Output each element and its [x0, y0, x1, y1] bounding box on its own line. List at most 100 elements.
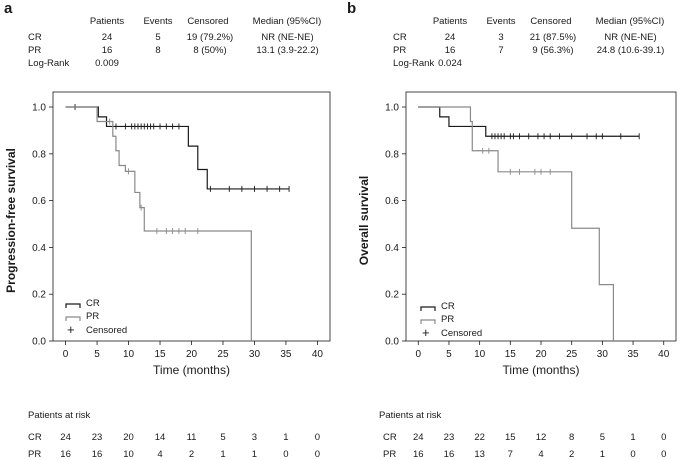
- x-tick-label: 30: [249, 349, 261, 360]
- risk-cr-group: CR: [383, 432, 397, 443]
- header-patients: Patients: [432, 16, 468, 27]
- y-axis-label: Progression-free survival: [4, 148, 18, 293]
- header-patients: Patients: [89, 16, 125, 27]
- risk-value: 8: [569, 432, 575, 443]
- risk-pr-group: PR: [383, 449, 397, 460]
- row-cr-group: CR: [393, 32, 407, 43]
- km-chart: 0 5 10 15 20 25 30 35 40 0.0 0.2 0.4 0.6 0.8 1.0 Time (…: [4, 91, 331, 377]
- x-tick-label: 25: [217, 349, 229, 360]
- risk-value: 23: [443, 432, 455, 443]
- km-chart: 0 5 10 15 20 25 30 35 40 0.0 0.2 0.4 0.6 0.8 1.0 Time (…: [357, 91, 677, 377]
- risk-value: 5: [220, 432, 226, 443]
- header-censored: Censored: [530, 16, 572, 27]
- legend-label-pr: PR: [441, 314, 455, 325]
- risk-value: 13: [474, 449, 485, 460]
- risk-value: 0: [283, 449, 289, 460]
- risk-value: 4: [157, 449, 163, 460]
- header-median: Median (95%CI): [595, 16, 665, 27]
- panel-label: b: [347, 0, 357, 17]
- x-tick-label: 35: [280, 349, 292, 360]
- stats-table: Patients Events Censored Median (95%CI) …: [0, 0, 342, 75]
- y-tick-label: 0.2: [32, 290, 46, 301]
- logrank-label: Log-Rank: [28, 58, 70, 69]
- logrank-label: Log-Rank: [393, 58, 435, 69]
- risk-value: 12: [535, 432, 547, 443]
- risk-pr-group: PR: [28, 449, 42, 460]
- risk-value: 2: [188, 449, 195, 460]
- censored-symbol: +: [67, 322, 75, 337]
- series-line-cr: [418, 106, 640, 137]
- header-median: Median (95%CI): [252, 16, 322, 27]
- y-tick-label: 1.0: [32, 103, 46, 114]
- row-pr-group: PR: [393, 45, 407, 56]
- legend-label-cr: CR: [86, 298, 100, 309]
- y-axis-label: Overall survival: [357, 176, 371, 265]
- x-tick-label: 15: [505, 349, 517, 360]
- row-cr-group: CR: [28, 32, 42, 43]
- risk-value: 1: [220, 449, 226, 460]
- risk-value: 14: [154, 432, 166, 443]
- row-pr-events: 8: [155, 45, 161, 56]
- x-tick-label: 40: [312, 349, 324, 360]
- row-pr-patients: 16: [101, 45, 113, 56]
- legend-swatch-cr: [65, 303, 81, 308]
- row-pr-events: 7: [498, 45, 504, 56]
- series-line-pr: [418, 106, 615, 341]
- series-line-cr: [65, 106, 290, 190]
- censored-symbol: +: [422, 325, 430, 340]
- risk-value: 0: [630, 449, 636, 460]
- risk-value: 1: [630, 432, 636, 443]
- y-tick-label: 0.8: [385, 149, 399, 160]
- x-tick-label: 5: [94, 349, 100, 360]
- risk-value: 16: [443, 449, 455, 460]
- x-tick-label: 5: [446, 349, 452, 360]
- y-tick-label: 0.6: [385, 196, 399, 207]
- row-cr-patients: 24: [101, 32, 113, 43]
- risk-value: 0: [661, 449, 667, 460]
- legend-swatch-cr: [420, 306, 436, 311]
- y-tick-label: 0.2: [385, 290, 399, 301]
- y-tick-label: 0.4: [385, 243, 399, 254]
- y-tick-label: 0.8: [32, 149, 46, 160]
- risk-value: 24: [60, 432, 71, 443]
- y-tick-label: 0.0: [32, 337, 46, 348]
- risk-value: 23: [91, 432, 103, 443]
- risk-value: 1: [283, 432, 289, 443]
- risk-value: 1: [251, 449, 258, 460]
- header-censored: Censored: [187, 16, 229, 27]
- row-pr-patients: 16: [444, 45, 456, 56]
- x-tick-label: 10: [474, 349, 486, 360]
- risk-title: Patients at risk: [28, 410, 91, 421]
- legend-swatch-pr: [65, 316, 81, 321]
- row-pr-group: PR: [28, 45, 42, 56]
- row-pr-censored: 9 (56.3%): [532, 45, 574, 56]
- risk-value: 11: [186, 432, 197, 443]
- x-tick-label: 15: [154, 349, 166, 360]
- row-cr-censored: 21 (87.5%): [529, 32, 577, 43]
- row-cr-events: 3: [498, 32, 504, 43]
- x-tick-label: 0: [415, 349, 421, 360]
- risk-value: 7: [507, 449, 513, 460]
- risk-title: Patients at risk: [379, 410, 442, 421]
- y-tick-label: 0.0: [385, 337, 399, 348]
- x-tick-label: 0: [63, 349, 69, 360]
- x-tick-label: 30: [597, 349, 609, 360]
- x-tick-label: 40: [658, 349, 670, 360]
- legend-label-censored: Censored: [86, 325, 128, 336]
- x-tick-label: 10: [123, 349, 135, 360]
- row-pr-censored: 8 (50%): [193, 45, 227, 56]
- legend-label-pr: PR: [86, 311, 100, 322]
- row-cr-median: NR (NE-NE): [604, 32, 657, 43]
- risk-value: 22: [474, 432, 485, 443]
- row-cr-events: 5: [155, 32, 161, 43]
- stats-table: Patients Events Censored Median (95%CI) …: [343, 0, 685, 75]
- y-tick-label: 0.4: [32, 243, 46, 254]
- row-cr-censored: 19 (79.2%): [186, 32, 234, 43]
- y-tick-label: 1.0: [385, 103, 399, 114]
- risk-value: 5: [599, 432, 605, 443]
- risk-value: 2: [569, 449, 575, 460]
- risk-value: 0: [314, 449, 321, 460]
- risk-value: 16: [412, 449, 424, 460]
- header-events: Events: [486, 16, 516, 27]
- risk-value: 4: [538, 449, 544, 460]
